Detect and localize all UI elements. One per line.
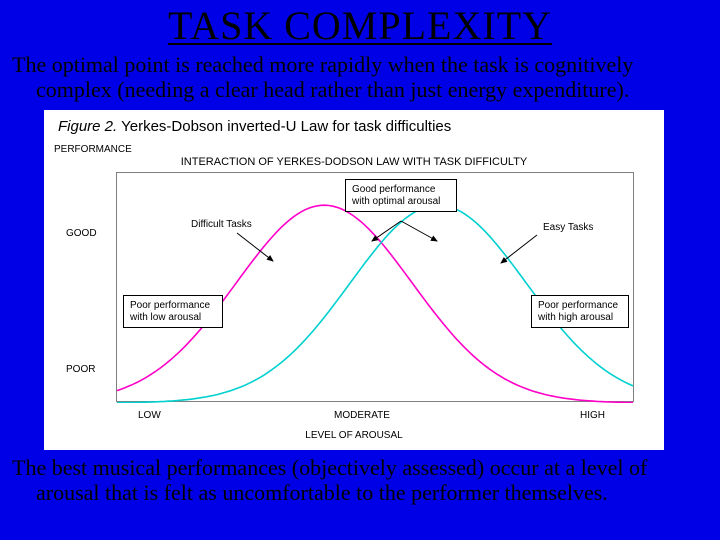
figure-caption-text: Yerkes-Dobson inverted-U Law for task di… bbox=[117, 118, 451, 135]
closing-paragraph: The best musical performances (objective… bbox=[30, 456, 720, 505]
box-low-arousal: Poor performance with low arousal bbox=[123, 295, 223, 328]
y-tick-good: GOOD bbox=[66, 228, 97, 239]
x-axis-label: LEVEL OF AROUSAL bbox=[44, 430, 664, 441]
label-easy-tasks: Easy Tasks bbox=[543, 222, 593, 233]
plot-area: Difficult Tasks Easy Tasks Good performa… bbox=[116, 172, 634, 402]
slide-title: TASK COMPLEXITY bbox=[0, 0, 720, 49]
x-tick-moderate: MODERATE bbox=[334, 410, 390, 421]
label-difficult-tasks: Difficult Tasks bbox=[191, 219, 252, 230]
box-high-arousal: Poor performance with high arousal bbox=[531, 295, 629, 328]
box-optimal: Good performance with optimal arousal bbox=[345, 179, 457, 212]
x-tick-high: HIGH bbox=[580, 410, 605, 421]
figure-caption-prefix: Figure 2. bbox=[58, 118, 117, 135]
y-tick-poor: POOR bbox=[66, 364, 95, 375]
figure-caption: Figure 2. Yerkes-Dobson inverted-U Law f… bbox=[58, 118, 451, 135]
figure: Figure 2. Yerkes-Dobson inverted-U Law f… bbox=[44, 110, 664, 450]
x-tick-low: LOW bbox=[138, 410, 161, 421]
chart-title: INTERACTION OF YERKES-DODSON LAW WITH TA… bbox=[44, 156, 664, 168]
slide: TASK COMPLEXITY The optimal point is rea… bbox=[0, 0, 720, 540]
intro-paragraph: The optimal point is reached more rapidl… bbox=[30, 53, 720, 102]
y-axis-label: PERFORMANCE bbox=[54, 144, 132, 155]
